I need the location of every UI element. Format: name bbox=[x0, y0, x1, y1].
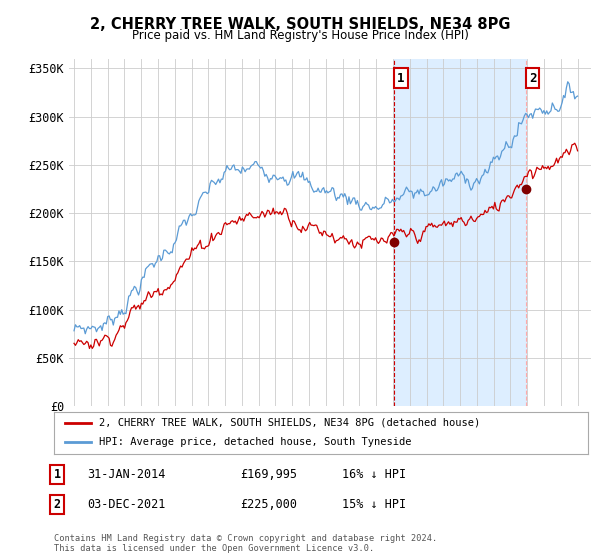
Text: Price paid vs. HM Land Registry's House Price Index (HPI): Price paid vs. HM Land Registry's House … bbox=[131, 29, 469, 42]
Text: 03-DEC-2021: 03-DEC-2021 bbox=[87, 498, 166, 511]
Text: 2: 2 bbox=[53, 498, 61, 511]
Text: £169,995: £169,995 bbox=[240, 468, 297, 482]
Text: 31-JAN-2014: 31-JAN-2014 bbox=[87, 468, 166, 482]
Text: Contains HM Land Registry data © Crown copyright and database right 2024.
This d: Contains HM Land Registry data © Crown c… bbox=[54, 534, 437, 553]
Text: HPI: Average price, detached house, South Tyneside: HPI: Average price, detached house, Sout… bbox=[100, 437, 412, 447]
Text: 2, CHERRY TREE WALK, SOUTH SHIELDS, NE34 8PG (detached house): 2, CHERRY TREE WALK, SOUTH SHIELDS, NE34… bbox=[100, 418, 481, 428]
Bar bbox=[394, 59, 526, 406]
Text: £225,000: £225,000 bbox=[240, 498, 297, 511]
Text: 15% ↓ HPI: 15% ↓ HPI bbox=[342, 498, 406, 511]
Text: 1: 1 bbox=[397, 72, 405, 85]
Text: 1: 1 bbox=[53, 468, 61, 482]
Text: 2, CHERRY TREE WALK, SOUTH SHIELDS, NE34 8PG: 2, CHERRY TREE WALK, SOUTH SHIELDS, NE34… bbox=[90, 17, 510, 32]
Text: 16% ↓ HPI: 16% ↓ HPI bbox=[342, 468, 406, 482]
Text: 2: 2 bbox=[529, 72, 536, 85]
